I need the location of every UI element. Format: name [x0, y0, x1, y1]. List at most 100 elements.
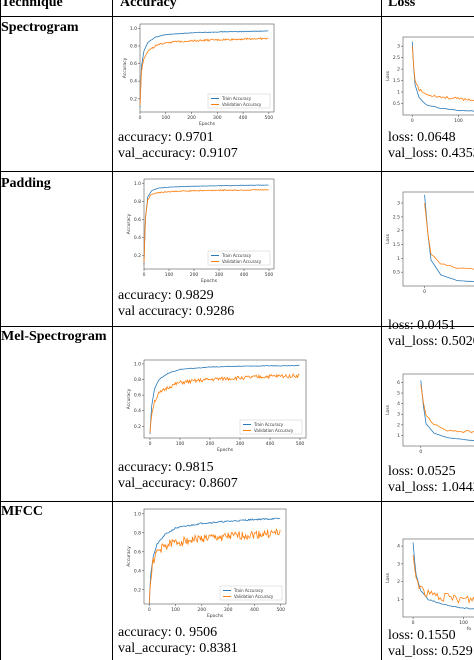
y-tick-label: 0.5 — [393, 270, 400, 276]
x-tick-label: 100 — [176, 441, 185, 447]
y-axis-label: Accuracy — [126, 213, 132, 234]
train-series-line — [139, 30, 269, 108]
row-divider — [0, 326, 474, 327]
x-tick-label: 400 — [266, 441, 275, 447]
x-tick-label: 0 — [139, 115, 142, 121]
x-tick-label: 500 — [265, 272, 274, 278]
train-series-line — [143, 184, 269, 265]
y-tick-label: 1.0 — [134, 361, 141, 367]
y-tick-label: 2 — [397, 579, 400, 585]
header-divider — [0, 16, 474, 17]
x-tick-label: 100 — [165, 272, 174, 278]
train-series-line — [411, 41, 474, 112]
y-tick-label: 0.6 — [130, 61, 137, 67]
y-tick-label: 0.8 — [134, 530, 141, 536]
x-tick-label: 0 — [411, 118, 414, 124]
accuracy-value: accuracy: 0.9829 — [118, 288, 214, 303]
loss-value: loss: 0.0648 — [388, 130, 456, 145]
accuracy-plot-padding: 0 100 200 300 400 500 0.2 0.4 0.6 0.8 1.0 Epochs Acc… — [126, 178, 275, 284]
y-tick-label: 0.5 — [393, 101, 400, 107]
validation-series-line — [148, 528, 281, 604]
val-loss-value: val_loss: 0.4353 — [388, 146, 474, 161]
y-tick-label: 2.5 — [393, 214, 400, 220]
legend-entry: Validation Accuracy — [234, 594, 274, 599]
y-tick-label: 4 — [397, 401, 400, 407]
train-series-line — [420, 380, 474, 442]
validation-series-line — [420, 384, 474, 434]
y-tick-label: 1 — [397, 597, 400, 603]
x-tick-label: 500 — [296, 441, 305, 447]
x-tick-label: 300 — [213, 115, 222, 121]
y-axis-label: Loss — [385, 572, 391, 583]
x-tick-label: 100 — [454, 118, 463, 124]
y-tick-label: 0.4 — [134, 235, 141, 241]
validation-series-line — [412, 554, 474, 605]
row-divider — [0, 501, 474, 502]
x-tick-label: 0 — [143, 272, 146, 278]
x-tick-label: 0 — [148, 607, 151, 613]
y-axis-label: Accuracy — [122, 57, 128, 78]
column-divider — [112, 0, 113, 660]
y-axis-label: Loss — [385, 233, 391, 244]
loss-plot-padding: 0 0.5 1 1.5 2 2.5 3 Loss — [385, 191, 474, 295]
technique-mfcc: MFCC — [1, 504, 43, 519]
y-axis-label: Loss — [385, 70, 391, 81]
legend-entry: Validation Accuracy — [222, 102, 262, 107]
y-tick-label: 0.6 — [134, 549, 141, 555]
y-tick-label: 0.4 — [134, 408, 141, 414]
validation-series-line — [149, 372, 300, 433]
x-tick-label: 100 — [459, 620, 468, 626]
x-axis-label: Epochs — [201, 278, 218, 284]
y-tick-label: 3 — [397, 412, 400, 418]
technique-spectrogram: Spectrogram — [1, 20, 79, 35]
x-tick-label: 500 — [276, 607, 285, 613]
y-tick-label: 1.0 — [134, 511, 141, 517]
x-tick-label: 200 — [190, 272, 199, 278]
val-accuracy-value: val_accuracy: 0.9107 — [118, 146, 238, 161]
y-tick-label: 2 — [397, 422, 400, 428]
legend-entry: Train Accuracy — [221, 96, 252, 101]
x-tick-label: 400 — [250, 607, 259, 613]
y-axis-label: Loss — [385, 404, 391, 415]
x-axis-label: Epochs — [207, 613, 224, 619]
header-accuracy: Accuracy — [120, 0, 177, 10]
y-tick-label: 3 — [397, 561, 400, 567]
x-axis-label: Epochs — [217, 447, 234, 453]
accuracy-value: accuracy: 0. 9506 — [118, 625, 218, 640]
val-loss-value: val_loss: 1.0442 — [388, 480, 474, 495]
validation-series-line — [143, 188, 269, 263]
y-tick-label: 0.6 — [134, 393, 141, 399]
legend-entry: Train Accuracy — [221, 253, 252, 258]
y-tick-label: 2 — [397, 228, 400, 234]
x-tick-label: 100 — [161, 115, 170, 121]
x-axis-label-fragment: fo — [467, 626, 472, 631]
val-loss-value: val_loss: 0.5291 — [388, 644, 474, 659]
x-tick-label: 200 — [198, 607, 207, 613]
y-tick-label: 0.4 — [134, 568, 141, 574]
y-tick-label: 6 — [397, 380, 400, 386]
loss-plot-mel-spectrogram: 0 1 2 3 4 5 6 Loss — [385, 373, 474, 455]
loss-value: loss: 0.1550 — [388, 628, 456, 643]
y-tick-label: 4 — [397, 544, 400, 550]
val-accuracy-value: val_accuracy: 0.8607 — [118, 476, 238, 491]
x-tick-label: 200 — [206, 441, 215, 447]
val-accuracy-value: val accuracy: 0.9286 — [118, 304, 235, 319]
loss-value: loss: 0.0525 — [388, 464, 456, 479]
x-tick-label: 0 — [419, 449, 422, 455]
x-tick-label: 200 — [187, 115, 196, 121]
validation-series-line — [424, 203, 474, 270]
loss-plot-mfcc: 0 100 1 2 3 4 Loss fo — [385, 538, 474, 631]
y-tick-label: 1.0 — [134, 181, 141, 187]
accuracy-value: accuracy: 0.9815 — [118, 460, 214, 475]
legend-entry: Train Accuracy — [233, 588, 264, 593]
y-tick-label: 0.2 — [130, 96, 137, 102]
y-tick-label: 0.6 — [134, 217, 141, 223]
row-divider — [0, 171, 474, 172]
y-axis-label: Accuracy — [126, 388, 132, 409]
val-accuracy-value: val_accuracy: 0.8381 — [118, 641, 238, 656]
validation-series-line — [411, 46, 474, 102]
legend-box — [239, 419, 303, 435]
legend-box — [207, 93, 271, 109]
header-technique: Technique — [1, 0, 63, 10]
